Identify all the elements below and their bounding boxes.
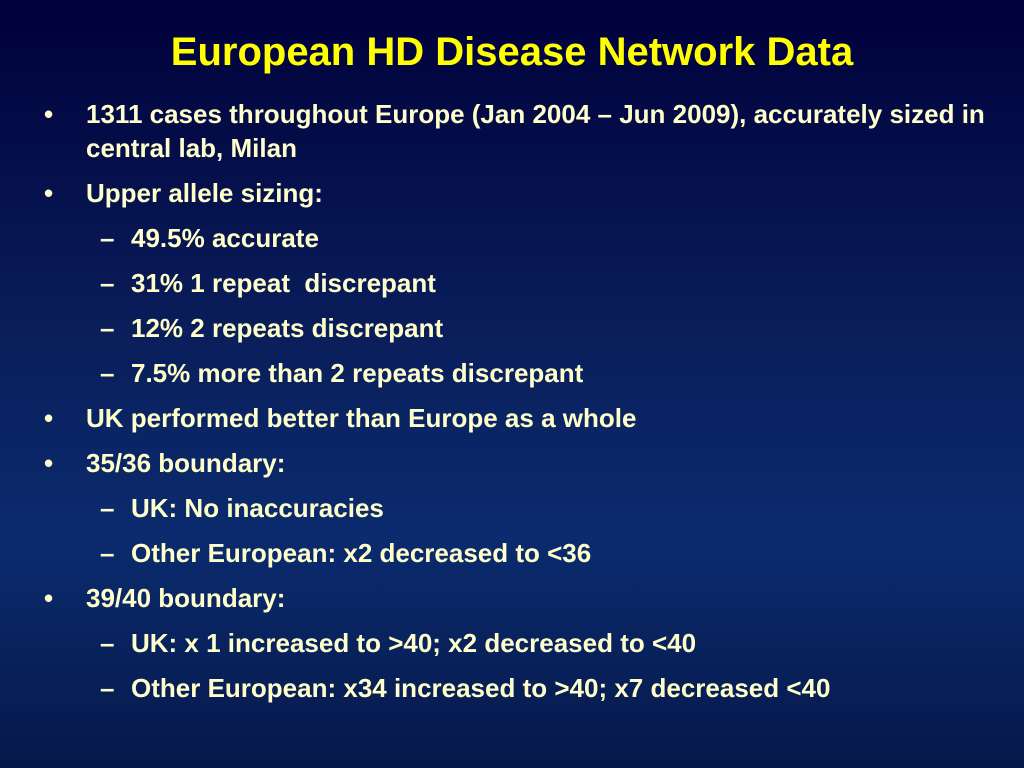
bullet-marker: • [44,448,54,478]
bullet-text: UK performed better than Europe as a who… [86,403,637,433]
dash-marker: – [100,673,115,703]
sub-bullet-item: – 7.5% more than 2 repeats discrepant [0,356,1024,390]
sub-bullet-text: UK: x 1 increased to >40; x2 decreased t… [131,628,697,658]
bullet-item: • Upper allele sizing: [0,176,1024,210]
slide-title: European HD Disease Network Data [170,30,854,74]
sub-bullet-item: – UK: No inaccuracies [0,491,1024,525]
sub-bullet-text: 31% 1 repeat discrepant [131,268,436,298]
dash-marker: – [100,358,115,388]
bullet-marker: • [44,583,54,613]
dash-marker: – [100,223,115,253]
sub-bullet-item: – Other European: x34 increased to >40; … [0,671,1024,705]
bullet-marker: • [44,99,54,129]
dash-marker: – [100,493,115,523]
sub-bullet-text: Other European: x34 increased to >40; x7… [131,673,831,703]
dash-marker: – [100,628,115,658]
sub-bullet-item: – Other European: x2 decreased to <36 [0,536,1024,570]
sub-bullet-text: 7.5% more than 2 repeats discrepant [131,358,584,388]
sub-bullet-text: UK: No inaccuracies [131,493,384,523]
sub-bullet-item: – 49.5% accurate [0,221,1024,255]
sub-bullet-text: 12% 2 repeats discrepant [131,313,444,343]
bullet-text: 39/40 boundary: [86,583,286,613]
bullet-item: • 1311 cases throughout Europe (Jan 2004… [0,97,1024,165]
bullet-text: Upper allele sizing: [86,178,323,208]
sub-bullet-item: – 31% 1 repeat discrepant [0,266,1024,300]
bullet-item: • UK performed better than Europe as a w… [0,401,1024,435]
dash-marker: – [100,538,115,568]
sub-bullet-text: Other European: x2 decreased to <36 [131,538,592,568]
bullet-marker: • [44,403,54,433]
bullet-text: 1311 cases throughout Europe (Jan 2004 –… [86,99,985,163]
sub-bullet-text: 49.5% accurate [131,223,319,253]
bullet-list: • 1311 cases throughout Europe (Jan 2004… [0,97,1024,716]
sub-bullet-item: – 12% 2 repeats discrepant [0,311,1024,345]
bullet-marker: • [44,178,54,208]
bullet-item: • 35/36 boundary: [0,446,1024,480]
bullet-text: 35/36 boundary: [86,448,286,478]
bullet-item: • 39/40 boundary: [0,581,1024,615]
dash-marker: – [100,313,115,343]
dash-marker: – [100,268,115,298]
sub-bullet-item: – UK: x 1 increased to >40; x2 decreased… [0,626,1024,660]
